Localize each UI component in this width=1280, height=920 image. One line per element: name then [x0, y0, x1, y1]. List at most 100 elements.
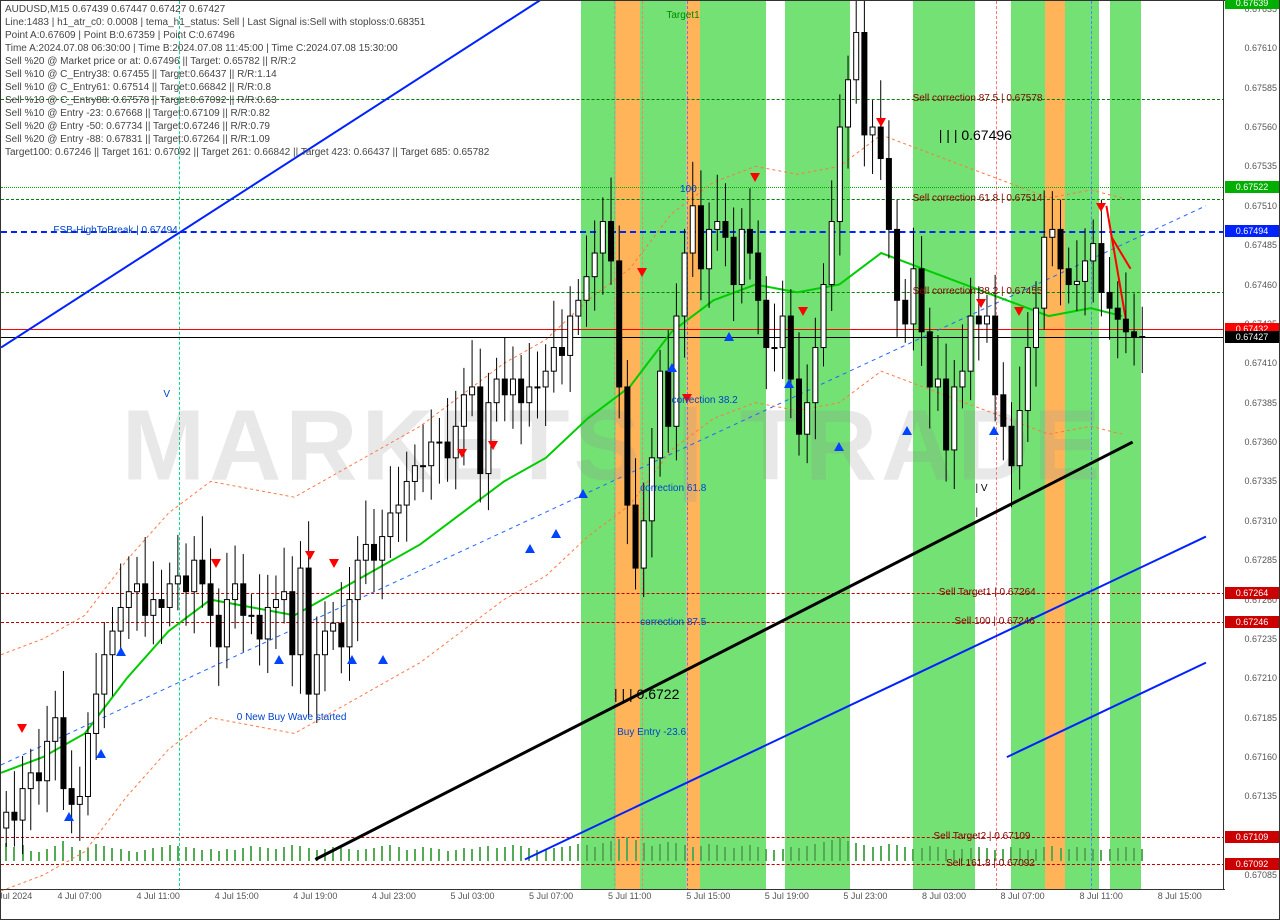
arrow-up-icon: [902, 426, 912, 435]
y-tick-highlight: 0.67092: [1225, 858, 1279, 870]
chart-label: V: [163, 389, 170, 400]
y-tick-highlight: 0.67246: [1225, 616, 1279, 628]
chart-label: correction 87.5: [640, 617, 706, 628]
y-tick: 0.67360: [1244, 437, 1277, 447]
x-tick: 4 Jul 07:00: [58, 891, 102, 901]
y-tick: 0.67235: [1244, 634, 1277, 644]
chart-label: correction 61.8: [640, 483, 706, 494]
arrow-up-icon: [347, 655, 357, 664]
info-line-9: Sell %20 @ Entry -88: 0.67831 || Target:…: [5, 133, 489, 146]
arrow-down-icon: [1096, 203, 1106, 212]
arrow-up-icon: [96, 749, 106, 758]
arrow-up-icon: [724, 332, 734, 341]
chart-label: FSB-HighToBreak | 0.67494: [53, 225, 177, 236]
arrow-down-icon: [750, 173, 760, 182]
chart-label: Sell 100 | 0.67246: [954, 616, 1034, 627]
arrow-down-icon: [876, 118, 886, 127]
x-tick: 5 Jul 03:00: [450, 891, 494, 901]
chart-area[interactable]: MARKETS | TRADE Target1FSB-HighToBreak |…: [1, 1, 1225, 891]
info-line-3: Sell %20 @ Market price or at: 0.67496 |…: [5, 55, 489, 68]
x-tick: 5 Jul 07:00: [529, 891, 573, 901]
y-tick: 0.67410: [1244, 358, 1277, 368]
y-tick-highlight: 0.67639: [1225, 0, 1279, 9]
y-tick: 0.67560: [1244, 122, 1277, 132]
arrow-up-icon: [578, 489, 588, 498]
x-tick: 5 Jul 23:00: [843, 891, 887, 901]
chart-label: Sell correction 87.5 | 0.67578: [913, 93, 1043, 104]
arrow-up-icon: [551, 529, 561, 538]
arrow-up-icon: [64, 812, 74, 821]
chart-label: 100: [680, 184, 697, 195]
price-big-label: | | | 0.6722: [614, 686, 679, 702]
y-tick: 0.67335: [1244, 476, 1277, 486]
info-line-0: Line:1483 | h1_atr_c0: 0.0008 | tema_h1_…: [5, 16, 489, 29]
y-tick: 0.67485: [1244, 240, 1277, 250]
info-line-6: Sell %10 @ C_Entry88: 0.67578 || Target:…: [5, 94, 489, 107]
x-tick: 8 Jul 11:00: [1079, 891, 1122, 901]
y-tick: 0.67510: [1244, 201, 1277, 211]
y-tick: 0.67285: [1244, 555, 1277, 565]
arrow-up-icon: [274, 655, 284, 664]
y-tick-highlight: 0.67264: [1225, 587, 1279, 599]
x-tick: 4 Jul 15:00: [215, 891, 259, 901]
info-panel: AUDUSD,M15 0.67439 0.67447 0.67427 0.674…: [5, 3, 489, 159]
arrow-up-icon: [116, 647, 126, 656]
chart-label: Sell Target1 | 0.67264: [939, 587, 1036, 598]
chart-container[interactable]: MARKETS | TRADE Target1FSB-HighToBreak |…: [0, 0, 1280, 920]
y-tick: 0.67585: [1244, 83, 1277, 93]
info-line-5: Sell %10 @ C_Entry61: 0.67514 || Target:…: [5, 81, 489, 94]
y-tick: 0.67460: [1244, 280, 1277, 290]
ohlc: 0.67439 0.67447 0.67427 0.67427: [72, 4, 225, 15]
x-tick: 8 Jul 07:00: [1001, 891, 1045, 901]
arrow-down-icon: [17, 724, 27, 733]
y-tick: 0.67535: [1244, 161, 1277, 171]
chart-label: Sell correction 38.2 | 0.67455: [913, 286, 1043, 297]
x-tick: 4 Jul 23:00: [372, 891, 416, 901]
y-tick: 0.67385: [1244, 398, 1277, 408]
arrow-down-icon: [1014, 307, 1024, 316]
chart-label: correction 38.2: [672, 395, 738, 406]
chart-label: Target1: [666, 10, 699, 21]
arrow-up-icon: [834, 442, 844, 451]
symbol-header: AUDUSD,M15 0.67439 0.67447 0.67427 0.674…: [5, 3, 489, 16]
x-tick: 8 Jul 03:00: [922, 891, 966, 901]
arrow-down-icon: [798, 307, 808, 316]
y-tick: 0.67310: [1244, 516, 1277, 526]
info-line-1: Point A:0.67609 | Point B:0.67359 | Poin…: [5, 29, 489, 42]
arrow-down-icon: [637, 268, 647, 277]
y-tick-highlight: 0.67427: [1225, 331, 1279, 343]
x-tick: 5 Jul 19:00: [765, 891, 809, 901]
y-tick: 0.67135: [1244, 791, 1277, 801]
y-tick-highlight: 0.67109: [1225, 831, 1279, 843]
chart-label: Sell correction 61.8 | 0.67514: [913, 193, 1043, 204]
arrow-up-icon: [378, 655, 388, 664]
chart-label: Buy Entry -23.6: [617, 727, 686, 738]
chart-label: Sell 161.8 | 0.67092: [946, 858, 1035, 869]
info-line-10: Target100: 0.67246 || Target 161: 0.6709…: [5, 146, 489, 159]
x-tick: 4 Jul 19:00: [293, 891, 337, 901]
info-line-4: Sell %10 @ C_Entry38: 0.67455 || Target:…: [5, 68, 489, 81]
price-big-label: | | | 0.67496: [939, 127, 1012, 143]
y-axis: 0.676350.676100.675850.675600.675350.675…: [1223, 1, 1279, 891]
chart-label: |: [975, 507, 978, 518]
arrow-down-icon: [457, 449, 467, 458]
x-tick: 5 Jul 11:00: [608, 891, 651, 901]
chart-label: 0 New Buy Wave started: [237, 712, 347, 723]
y-tick-highlight: 0.67522: [1225, 181, 1279, 193]
x-tick: 4 Jul 2024: [0, 891, 32, 901]
arrow-down-icon: [329, 559, 339, 568]
arrow-up-icon: [989, 426, 999, 435]
x-tick: 8 Jul 15:00: [1158, 891, 1202, 901]
arrow-up-icon: [525, 544, 535, 553]
x-axis: 4 Jul 2024 4 Jul 07:00 4 Jul 11:00 4 Jul 15…: [1, 889, 1225, 919]
arrow-down-icon: [976, 299, 986, 308]
y-tick: 0.67210: [1244, 673, 1277, 683]
info-line-7: Sell %10 @ Entry -23: 0.67668 || Target:…: [5, 107, 489, 120]
info-line-2: Time A:2024.07.08 06:30:00 | Time B:2024…: [5, 42, 489, 55]
symbol: AUDUSD,M15: [5, 4, 69, 15]
arrow-down-icon: [488, 441, 498, 450]
x-tick: 4 Jul 11:00: [136, 891, 179, 901]
arrow-up-icon: [784, 379, 794, 388]
y-tick: 0.67610: [1244, 43, 1277, 53]
chart-label: | V: [975, 483, 987, 494]
